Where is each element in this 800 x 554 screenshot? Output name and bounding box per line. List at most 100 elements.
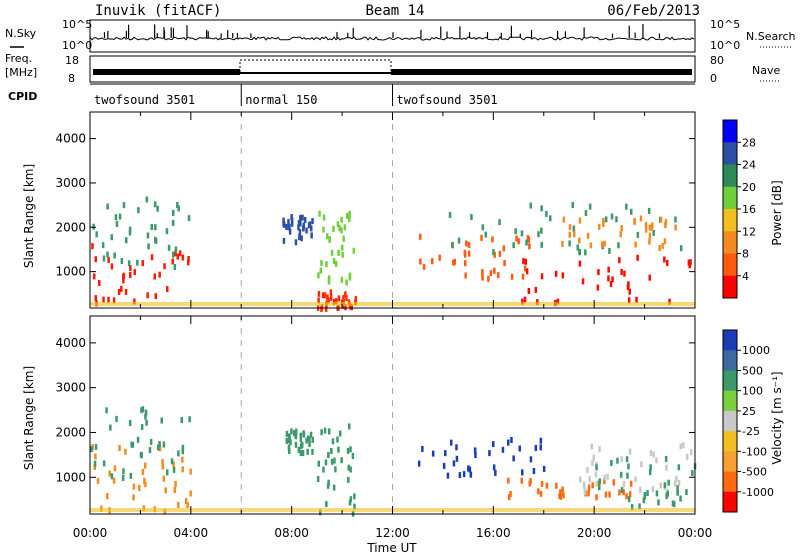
data-cell bbox=[644, 226, 648, 233]
colorbar-tick-label: 8 bbox=[742, 248, 749, 261]
colorbar-swatch bbox=[723, 370, 737, 392]
data-cell bbox=[685, 489, 688, 496]
data-cell bbox=[98, 280, 101, 286]
data-cell bbox=[625, 203, 628, 210]
data-cell bbox=[342, 235, 345, 242]
data-cell bbox=[539, 444, 542, 451]
colorbar-tick-label: 12 bbox=[742, 225, 756, 238]
data-cell bbox=[90, 446, 93, 453]
cpid-label: CPID bbox=[8, 90, 37, 103]
data-cell bbox=[636, 231, 640, 238]
data-cell bbox=[469, 471, 473, 478]
data-cell bbox=[619, 231, 622, 238]
data-cell bbox=[327, 278, 331, 285]
data-cell bbox=[181, 448, 184, 455]
data-cell bbox=[573, 231, 576, 238]
data-cell bbox=[512, 242, 515, 249]
data-cell bbox=[494, 469, 497, 476]
data-cell bbox=[465, 240, 468, 247]
data-cell bbox=[655, 490, 659, 497]
data-cell bbox=[342, 298, 345, 305]
data-cell bbox=[94, 443, 98, 450]
data-cell bbox=[507, 439, 510, 446]
colorbar-swatch bbox=[723, 330, 737, 351]
beam-title: Beam 14 bbox=[365, 3, 424, 19]
colorbar-swatch bbox=[723, 275, 737, 299]
cpid-segment-label: normal 150 bbox=[245, 93, 317, 107]
x-tick-label: 04:00 bbox=[174, 526, 209, 540]
data-cell bbox=[603, 474, 606, 481]
data-cell bbox=[348, 272, 352, 279]
data-cell bbox=[559, 489, 562, 496]
data-cell bbox=[442, 462, 446, 469]
station-title: Inuvik (fitACF) bbox=[95, 3, 221, 19]
data-cell bbox=[555, 482, 558, 489]
data-cell bbox=[128, 420, 132, 426]
data-cell bbox=[623, 270, 626, 277]
data-cell bbox=[431, 450, 435, 457]
data-cell bbox=[136, 436, 140, 443]
data-cell bbox=[143, 477, 146, 484]
data-cell bbox=[317, 297, 320, 304]
data-cell bbox=[598, 223, 601, 230]
data-cell bbox=[306, 448, 309, 455]
data-cell bbox=[299, 436, 303, 443]
y-tick-label: 3000 bbox=[55, 381, 86, 395]
data-cell bbox=[132, 483, 136, 490]
colorbar-swatch bbox=[723, 451, 737, 473]
data-cell bbox=[150, 254, 154, 261]
data-cell bbox=[303, 216, 307, 223]
data-cell bbox=[487, 275, 490, 282]
data-cell bbox=[288, 228, 292, 235]
data-cell bbox=[470, 214, 473, 221]
nave-tick-high: 80 bbox=[710, 54, 724, 67]
data-cell bbox=[618, 257, 621, 264]
nsearch-tick-low: 10^0 bbox=[710, 39, 740, 52]
data-cell bbox=[620, 456, 624, 463]
data-cell bbox=[141, 406, 145, 413]
data-cell bbox=[96, 477, 100, 484]
data-cell bbox=[664, 455, 668, 462]
data-cell bbox=[635, 296, 638, 303]
data-cell bbox=[290, 428, 293, 435]
x-tick-label: 00:00 bbox=[73, 526, 108, 540]
data-cell bbox=[176, 202, 179, 208]
data-cell bbox=[162, 441, 166, 448]
data-cell bbox=[452, 259, 455, 266]
data-cell bbox=[170, 458, 174, 465]
data-cell bbox=[297, 224, 300, 231]
data-cell bbox=[133, 269, 136, 276]
data-cell bbox=[177, 450, 180, 457]
colorbar-swatch bbox=[723, 186, 737, 210]
data-cell bbox=[299, 450, 303, 457]
data-cell bbox=[93, 460, 97, 467]
data-cell bbox=[102, 460, 106, 467]
data-cell bbox=[120, 285, 123, 292]
x-tick-label: 08:00 bbox=[274, 526, 309, 540]
data-cell bbox=[603, 478, 606, 485]
data-cell bbox=[630, 504, 634, 511]
data-cell bbox=[659, 482, 662, 489]
data-cell bbox=[422, 263, 426, 270]
data-cell bbox=[554, 270, 558, 277]
data-cell bbox=[94, 453, 97, 460]
data-cell bbox=[310, 232, 313, 239]
data-cell bbox=[529, 456, 533, 463]
data-cell bbox=[608, 247, 611, 254]
data-cell bbox=[467, 241, 471, 248]
x-tick-label: 00:00 bbox=[678, 526, 713, 540]
data-cell bbox=[354, 296, 358, 303]
data-cell bbox=[125, 237, 128, 244]
data-cell bbox=[561, 240, 564, 247]
data-cell bbox=[146, 292, 149, 299]
data-cell bbox=[481, 224, 485, 231]
colorbar-tick-label: 20 bbox=[742, 181, 756, 194]
y-tick-label: 3000 bbox=[55, 176, 86, 190]
data-cell bbox=[171, 219, 175, 226]
data-cell bbox=[622, 481, 626, 488]
data-cell bbox=[628, 491, 632, 498]
data-cell bbox=[598, 446, 601, 453]
data-cell bbox=[597, 480, 600, 487]
nsky-label: N.Sky bbox=[5, 27, 37, 40]
